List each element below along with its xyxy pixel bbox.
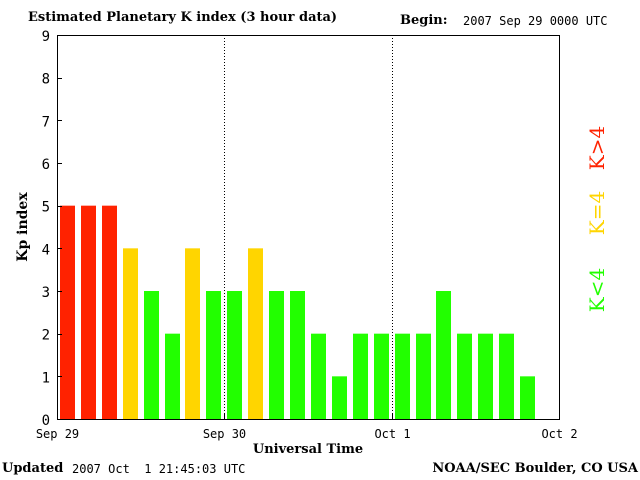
x-tick-label-1: Sep 29 — [36, 427, 79, 441]
kp-bar-16 — [374, 333, 389, 419]
x-axis-title: Universal Time — [253, 442, 363, 457]
x-tick-label-3: Oct 1 — [374, 427, 410, 441]
y-tick-label-5: 5 — [42, 200, 50, 216]
legend-label-3: K>4 — [585, 126, 609, 170]
y-axis-title: Kp index — [15, 192, 31, 262]
kp-bar-2 — [81, 205, 96, 419]
kp-bar-3 — [102, 205, 117, 419]
y-tick-label-6: 6 — [42, 157, 50, 173]
y-tick-label-4: 4 — [42, 242, 50, 258]
kp-bar-4 — [123, 248, 138, 419]
kp-bar-1 — [60, 205, 75, 419]
kp-bar-19 — [436, 291, 451, 419]
x-tick-label-4: Oct 2 — [541, 427, 577, 441]
kp-bar-8 — [206, 291, 221, 419]
kp-bar-20 — [457, 333, 472, 419]
legend-label-2: K=4 — [585, 191, 609, 235]
kp-bar-10 — [248, 248, 263, 419]
kp-bar-13 — [311, 333, 326, 419]
kp-bar-12 — [290, 291, 305, 419]
chart-title: Estimated Planetary K index (3 hour data… — [28, 10, 338, 25]
y-tick-label-9: 9 — [42, 29, 50, 45]
plot-frame — [57, 35, 560, 420]
source-credit: NOAA/SEC Boulder, CO USA — [432, 461, 638, 476]
kp-bar-6 — [165, 333, 180, 419]
updated-label: Updated — [2, 461, 64, 476]
x-tick-label-2: Sep 30 — [203, 427, 246, 441]
kp-bar-15 — [353, 333, 368, 419]
y-tick-label-7: 7 — [42, 114, 50, 130]
kp-bar-17 — [395, 333, 410, 419]
kp-bar-11 — [269, 291, 284, 419]
y-tick-label-0: 0 — [42, 413, 50, 429]
kp-bar-21 — [478, 333, 493, 419]
kp-bar-5 — [144, 291, 159, 419]
kp-bar-7 — [185, 248, 200, 419]
begin-timestamp: 2007 Sep 29 0000 UTC — [463, 14, 608, 28]
kp-bar-14 — [332, 376, 347, 419]
y-tick-label-2: 2 — [42, 328, 50, 344]
kp-bar-18 — [416, 333, 431, 419]
updated-timestamp: 2007 Oct 1 21:45:03 UTC — [72, 462, 246, 476]
y-tick-label-1: 1 — [42, 370, 50, 386]
begin-label: Begin: — [400, 13, 448, 28]
y-tick-label-3: 3 — [42, 285, 50, 301]
kp-bar-9 — [227, 291, 242, 419]
kp-bar-23 — [520, 376, 535, 419]
y-tick-label-8: 8 — [42, 72, 50, 88]
kp-bar-22 — [499, 333, 514, 419]
legend-label-1: K<4 — [585, 268, 609, 312]
